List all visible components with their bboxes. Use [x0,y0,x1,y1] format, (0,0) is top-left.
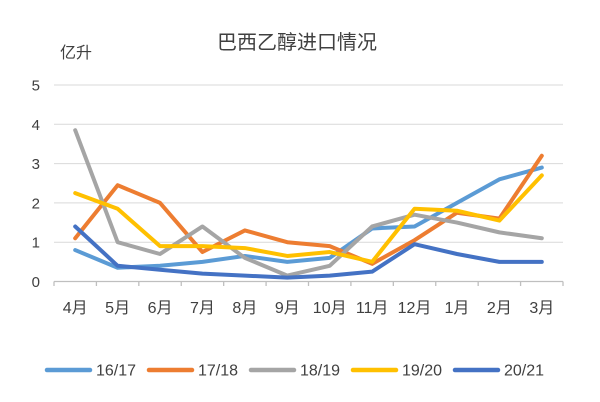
x-tick-label: 6月 [148,300,173,317]
series-line-17-18 [73,153,544,266]
y-tick-label: 4 [32,117,40,134]
x-tick-label: 1月 [445,300,470,317]
x-tick-label: 7月 [190,300,215,317]
x-tick-label: 9月 [275,300,300,317]
legend-label: 16/17 [96,363,136,380]
x-axis-labels: 4月 5月 6月 7月 8月 9月 10月 11月 12月 1月 2月 3月 [63,300,554,317]
series-line-19-20 [73,173,544,264]
y-tick-label: 0 [32,274,40,291]
x-tick-label: 3月 [529,300,554,317]
legend-label: 20/21 [504,363,544,380]
series-line-16-17 [73,165,544,270]
legend-item-19-20: 19/20 [350,363,442,380]
x-tick-label: 4月 [63,300,88,317]
x-tick-label: 10月 [313,300,347,317]
y-axis-labels: 0 1 2 3 4 5 [32,78,40,292]
legend-label: 19/20 [402,363,442,380]
legend-item-16-17: 16/17 [44,363,136,380]
y-tick-label: 1 [32,235,40,252]
legend-item-20-21: 20/21 [452,363,544,380]
legend-item-17-18: 17/18 [146,363,238,380]
gridlines [54,84,563,243]
legend-item-18-19: 18/19 [248,363,340,380]
x-axis [53,280,564,286]
series-line-18-19 [73,128,544,278]
y-tick-label: 3 [32,156,40,173]
y-tick-label: 2 [32,195,40,212]
x-tick-label: 11月 [356,300,389,317]
legend-label: 18/19 [300,363,340,380]
y-tick-label: 5 [32,78,40,95]
series-lines [73,128,544,280]
chart-legend: 16/17 17/18 18/19 19/20 20/21 [44,363,544,380]
y-axis-unit-label: 亿升 [60,44,92,62]
x-tick-label: 8月 [232,300,257,317]
chart-title: 巴西乙醇进口情况 [217,31,377,54]
legend-label: 17/18 [198,363,238,380]
x-tick-label: 2月 [487,300,512,317]
x-tick-label: 12月 [398,300,432,317]
series-line-20-21 [73,224,544,280]
x-tick-label: 5月 [105,300,130,317]
